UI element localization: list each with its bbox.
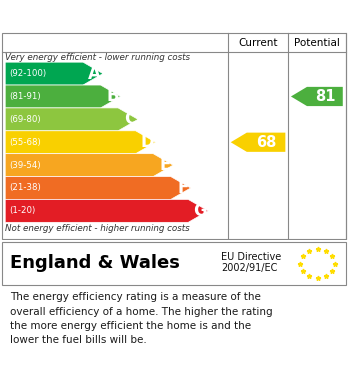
Text: B: B [106,88,119,106]
Text: (1-20): (1-20) [9,206,35,215]
Text: Energy Efficiency Rating: Energy Efficiency Rating [10,8,239,26]
Polygon shape [291,87,343,106]
Text: (21-38): (21-38) [9,183,41,192]
Text: 68: 68 [256,135,276,150]
Text: (69-80): (69-80) [9,115,41,124]
Text: EU Directive
2002/91/EC: EU Directive 2002/91/EC [221,252,281,273]
Text: Very energy efficient - lower running costs: Very energy efficient - lower running co… [5,53,190,62]
Polygon shape [5,177,191,199]
Text: F: F [177,179,189,197]
Text: E: E [160,156,171,174]
Text: (92-100): (92-100) [9,69,47,78]
Text: 81: 81 [315,89,335,104]
Polygon shape [5,85,120,108]
Polygon shape [5,199,208,222]
Text: D: D [140,133,154,151]
Text: Potential: Potential [294,38,340,48]
Polygon shape [5,108,138,131]
Text: C: C [124,110,136,128]
Polygon shape [5,131,156,154]
Text: Current: Current [238,38,278,48]
Text: Not energy efficient - higher running costs: Not energy efficient - higher running co… [5,224,190,233]
Text: (39-54): (39-54) [9,161,41,170]
Text: (55-68): (55-68) [9,138,41,147]
Polygon shape [5,154,173,177]
Polygon shape [5,62,103,85]
Text: England & Wales: England & Wales [10,253,180,272]
Polygon shape [231,133,285,152]
Text: (81-91): (81-91) [9,92,41,101]
Text: The energy efficiency rating is a measure of the
overall efficiency of a home. T: The energy efficiency rating is a measur… [10,292,273,345]
Text: G: G [193,202,206,220]
Text: A: A [88,65,101,83]
